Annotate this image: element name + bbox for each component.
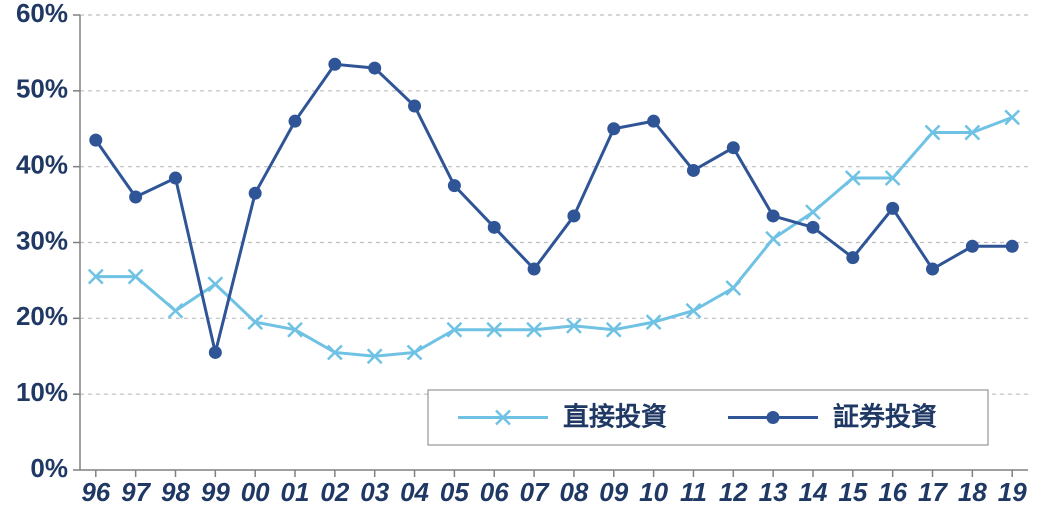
marker-securities: [488, 221, 501, 234]
x-tick-label: 17: [918, 477, 948, 507]
marker-securities: [966, 240, 979, 253]
x-tick-label: 98: [161, 477, 190, 507]
x-tick-label: 03: [360, 477, 389, 507]
x-tick-label: 96: [81, 477, 110, 507]
marker-securities: [886, 202, 899, 215]
marker-securities: [249, 187, 262, 200]
x-tick-label: 14: [799, 477, 828, 507]
legend-marker: [767, 411, 780, 424]
y-tick-label: 0%: [30, 453, 68, 483]
marker-securities: [687, 164, 700, 177]
marker-securities: [408, 100, 421, 113]
x-tick-label: 97: [121, 477, 151, 507]
y-tick-label: 60%: [16, 0, 68, 28]
x-tick-label: 00: [241, 477, 270, 507]
y-tick-label: 30%: [16, 225, 68, 255]
legend-label: 証券投資: [833, 401, 937, 431]
marker-securities: [647, 115, 660, 128]
marker-securities: [727, 141, 740, 154]
x-tick-label: 16: [878, 477, 907, 507]
marker-securities: [926, 263, 939, 276]
marker-securities: [528, 263, 541, 276]
y-tick-label: 20%: [16, 301, 68, 331]
y-tick-label: 50%: [16, 74, 68, 104]
x-tick-label: 10: [639, 477, 668, 507]
x-tick-label: 18: [958, 477, 987, 507]
legend-label: 直接投資: [563, 401, 667, 431]
x-tick-label: 02: [320, 477, 349, 507]
x-tick-label: 15: [838, 477, 867, 507]
marker-securities: [767, 209, 780, 222]
x-tick-label: 12: [719, 477, 748, 507]
marker-securities: [328, 58, 341, 71]
marker-securities: [607, 122, 620, 135]
x-tick-label: 05: [440, 477, 469, 507]
x-tick-label: 04: [400, 477, 429, 507]
y-tick-label: 10%: [16, 377, 68, 407]
marker-securities: [129, 191, 142, 204]
marker-securities: [448, 179, 461, 192]
x-tick-label: 13: [759, 477, 788, 507]
x-tick-label: 99: [201, 477, 230, 507]
x-tick-label: 07: [520, 477, 550, 507]
marker-securities: [1006, 240, 1019, 253]
marker-securities: [169, 172, 182, 185]
marker-securities: [567, 209, 580, 222]
marker-securities: [806, 221, 819, 234]
x-tick-label: 09: [599, 477, 628, 507]
marker-securities: [209, 346, 222, 359]
x-tick-label: 01: [281, 477, 310, 507]
marker-securities: [368, 62, 381, 75]
chart-svg: 0% 10% 20% 30% 40% 50% 60% 96 97 98 99 00 01 02 03 04 05…: [0, 0, 1043, 525]
legend: 直接投資 証券投資: [428, 390, 988, 445]
chart-background: [0, 0, 1043, 525]
marker-securities: [89, 134, 102, 147]
x-tick-label: 06: [480, 477, 509, 507]
marker-securities: [846, 251, 859, 264]
investment-share-chart: 0% 10% 20% 30% 40% 50% 60% 96 97 98 99 00 01 02 03 04 05…: [0, 0, 1043, 525]
x-tick-label: 11: [680, 477, 707, 507]
x-tick-label: 08: [559, 477, 588, 507]
x-tick-label: 19: [998, 477, 1027, 507]
y-tick-label: 40%: [16, 150, 68, 180]
marker-securities: [289, 115, 302, 128]
